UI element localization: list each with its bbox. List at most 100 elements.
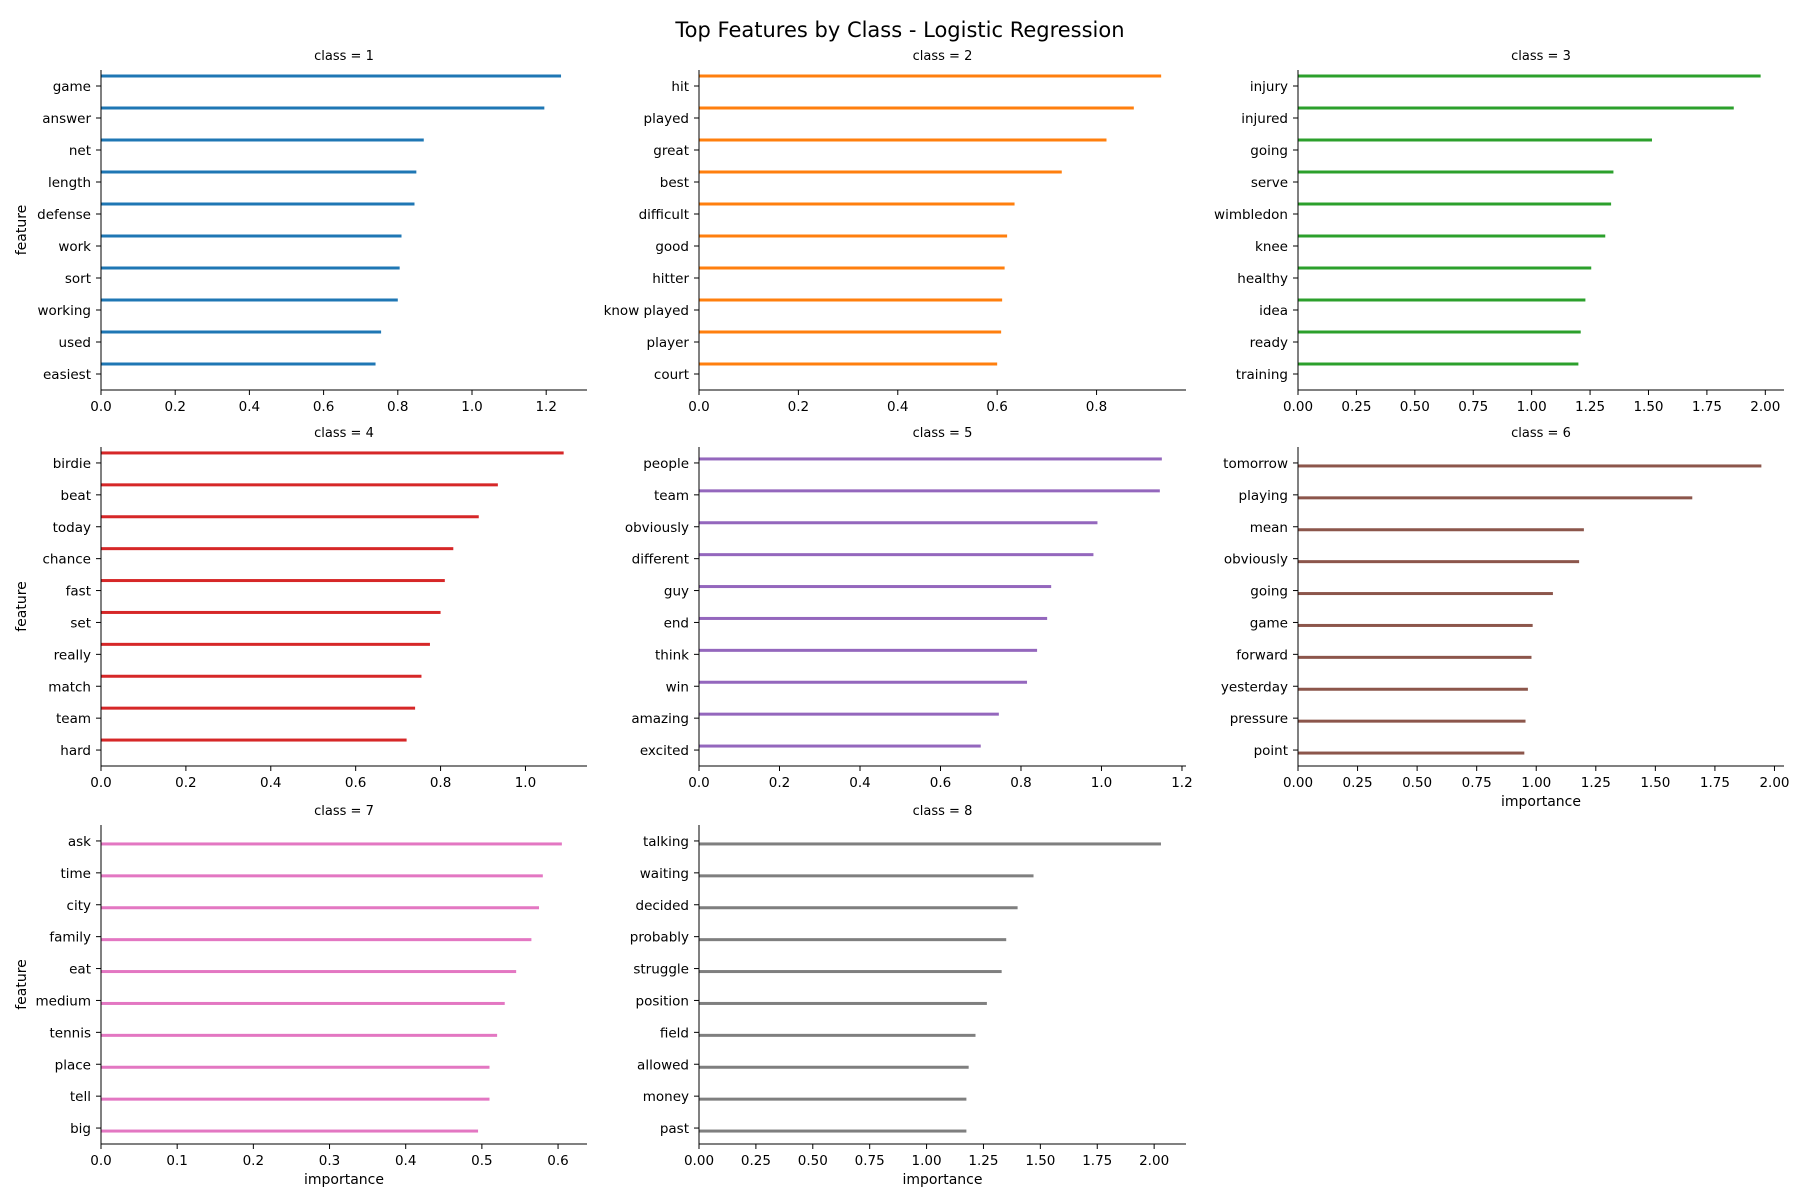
bar-decided [699, 906, 1018, 910]
bar-hit [699, 74, 1162, 78]
bar-difficult [699, 202, 1015, 206]
y-tick-label: obviously [1224, 552, 1288, 568]
bar-used [101, 330, 382, 334]
y-tick-label: set [70, 615, 91, 631]
y-tick-label: playing [1239, 488, 1288, 504]
x-tick-label: 0.4 [260, 775, 281, 791]
bar-birdie [101, 451, 564, 455]
y-tick-label: going [1250, 143, 1288, 159]
y-tick-label: game [1250, 615, 1288, 631]
y-tick-label: team [56, 711, 91, 727]
y-tick-label: net [69, 143, 91, 159]
subplot-title: class = 5 [913, 426, 973, 441]
y-tick-label: court [654, 367, 689, 383]
y-tick-label: difficult [639, 207, 689, 223]
bar-probably [699, 938, 1007, 942]
x-tick-label: 0.6 [345, 775, 366, 791]
y-tick-label: injured [1241, 111, 1288, 127]
y-tick-label: time [60, 866, 91, 882]
y-tick-label: best [660, 175, 689, 191]
bar-best [699, 170, 1062, 174]
x-tick-label: 2.00 [1139, 1153, 1169, 1169]
y-tick-label: chance [42, 552, 91, 568]
y-tick-label: past [660, 1121, 689, 1137]
y-tick-label: team [654, 488, 689, 504]
y-tick-label: work [58, 239, 91, 255]
y-tick-label: training [1236, 367, 1288, 383]
y-tick-label: position [636, 993, 689, 1009]
x-tick-label: 1.50 [1640, 775, 1670, 791]
y-tick-label: place [55, 1057, 91, 1073]
bar-going [1298, 592, 1553, 596]
y-tick-label: used [59, 335, 91, 351]
y-tick-label: people [643, 456, 689, 472]
x-tick-label: 1.25 [1575, 399, 1605, 415]
bar-sort [101, 266, 400, 270]
y-tick-label: probably [630, 930, 689, 946]
y-tick-label: answer [42, 111, 91, 127]
bar-court [699, 362, 998, 366]
y-tick-label: going [1250, 584, 1288, 600]
bar-tennis [101, 1033, 498, 1037]
y-tick-label: knee [1255, 239, 1288, 255]
bar-mean [1298, 528, 1584, 532]
x-tick-label: 0.50 [1400, 399, 1430, 415]
y-tick-label: wimbledon [1214, 207, 1288, 223]
x-tick-label: 0.4 [395, 1153, 416, 1169]
bar-big [101, 1129, 479, 1133]
subplot-title: class = 2 [913, 49, 973, 64]
bar-end [699, 616, 1048, 620]
x-tick-label: 1.50 [1633, 399, 1663, 415]
bar-yesterday [1298, 687, 1528, 691]
bar-pressure [1298, 719, 1526, 723]
y-tick-label: fast [66, 584, 91, 600]
bar-ask [101, 842, 562, 846]
y-tick-label: guy [664, 584, 689, 600]
y-tick-label: allowed [637, 1057, 689, 1073]
bar-point [1298, 751, 1525, 755]
bar-set [101, 610, 441, 614]
x-tick-label: 1.25 [968, 1153, 998, 1169]
x-axis-label: importance [304, 1172, 384, 1188]
bar-work [101, 234, 402, 238]
bar-tell [101, 1097, 490, 1101]
y-tick-label: really [54, 647, 91, 663]
x-tick-label: 0.25 [1341, 399, 1371, 415]
bar-player [699, 330, 1002, 334]
x-tick-label: 0.50 [1402, 775, 1432, 791]
bar-field [699, 1033, 976, 1037]
x-tick-label: 0.25 [1343, 775, 1373, 791]
bar-idea [1298, 298, 1586, 302]
x-tick-label: 0.8 [1010, 775, 1031, 791]
bar-eat [101, 970, 517, 974]
y-axis-label: feature [14, 959, 30, 1010]
bar-easiest [101, 362, 376, 366]
bar-people [699, 457, 1162, 461]
bar-healthy [1298, 266, 1592, 270]
bar-family [101, 938, 532, 942]
x-tick-label: 0.5 [471, 1153, 492, 1169]
bar-team [699, 489, 1160, 493]
x-tick-label: 0.25 [741, 1153, 771, 1169]
bar-different [699, 553, 1094, 557]
bar-position [699, 1001, 987, 1005]
bar-guy [699, 585, 1052, 589]
x-tick-label: 0.50 [798, 1153, 828, 1169]
y-tick-label: amazing [631, 711, 689, 727]
bar-chance [101, 547, 454, 551]
y-tick-label: great [653, 143, 689, 159]
y-tick-label: mean [1250, 520, 1288, 536]
y-tick-label: struggle [633, 962, 689, 978]
bar-beat [101, 483, 498, 487]
x-tick-label: 0.8 [387, 399, 408, 415]
bar-know-played [699, 298, 1003, 302]
bar-playing [1298, 496, 1693, 500]
x-tick-label: 0.1 [166, 1153, 187, 1169]
bar-excited [699, 744, 981, 748]
x-tick-label: 1.00 [912, 1153, 942, 1169]
bar-really [101, 642, 430, 646]
y-tick-label: talking [643, 834, 689, 850]
bar-fast [101, 579, 445, 583]
bar-defense [101, 202, 415, 206]
x-tick-label: 1.2 [535, 399, 556, 415]
